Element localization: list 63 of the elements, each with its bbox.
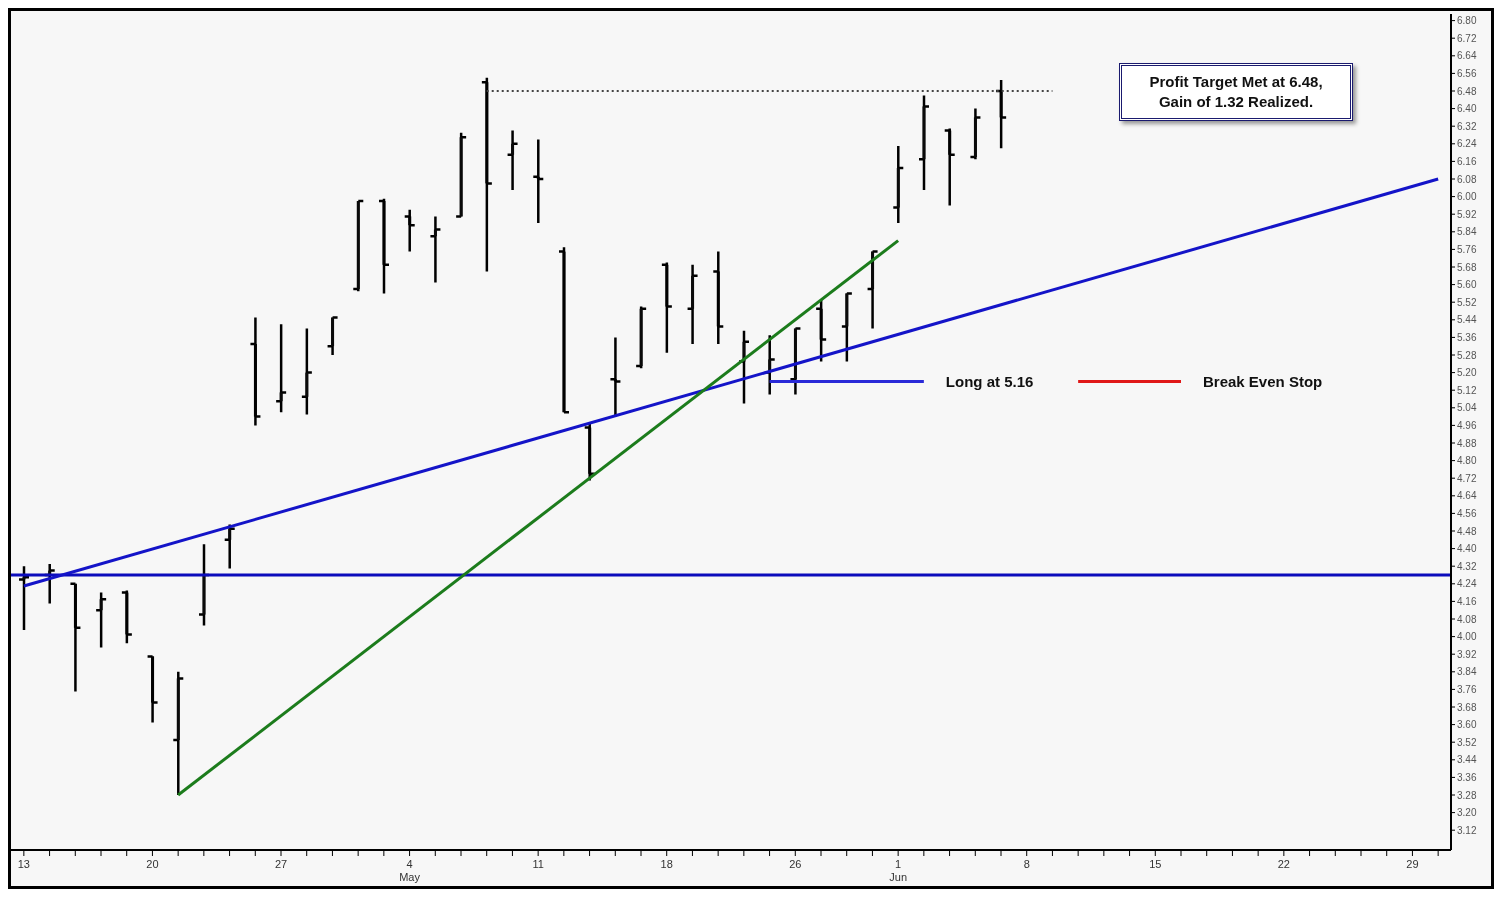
y-tick-label: 4.64	[1457, 490, 1477, 502]
x-tick-label: 18	[660, 858, 673, 870]
y-tick-label: 3.52	[1457, 736, 1477, 748]
y-tick-label: 3.92	[1457, 648, 1477, 660]
y-tick-label: 5.44	[1457, 314, 1477, 326]
y-tick-label: 4.72	[1457, 472, 1477, 484]
y-tick-label: 6.64	[1457, 50, 1477, 62]
y-tick-label: 4.00	[1457, 631, 1477, 643]
y-tick-label: 3.36	[1457, 771, 1477, 783]
x-tick-label: 11	[532, 858, 544, 870]
annotation: Profit Target Met at 6.48, Gain of 1.32 Realized.	[1148, 72, 1324, 112]
y-tick-label: 5.36	[1457, 331, 1477, 343]
y-tick-label: 3.68	[1457, 701, 1477, 713]
y-tick-label: 6.08	[1457, 173, 1477, 185]
series-label: Break Even Stop	[1203, 372, 1323, 390]
y-tick-label: 4.16	[1457, 595, 1477, 607]
y-tick-label: 4.88	[1457, 437, 1477, 449]
x-tick-label: 4 May	[399, 858, 421, 883]
y-tick-label: 3.20	[1457, 807, 1477, 819]
y-tick-label: 6.72	[1457, 32, 1477, 44]
y-tick-label: 4.08	[1457, 613, 1477, 625]
x-tick-label: 22	[1277, 858, 1290, 870]
y-tick-label: 3.28	[1457, 789, 1477, 801]
x-tick-label: 13	[17, 858, 30, 870]
x-tick-label: 20	[146, 858, 159, 870]
y-tick-label: 6.32	[1457, 120, 1477, 132]
y-tick-label: 3.84	[1457, 666, 1477, 678]
y-tick-label: 3.60	[1457, 719, 1477, 731]
y-tick-label: 5.60	[1457, 279, 1477, 291]
y-tick-label: 5.68	[1457, 261, 1477, 273]
y-tick-label: 6.56	[1457, 67, 1477, 79]
x-tick-label: 8	[1023, 858, 1030, 870]
y-tick-label: 6.48	[1457, 85, 1477, 97]
y-tick-label: 5.76	[1457, 243, 1477, 255]
y-tick-label: 6.16	[1457, 155, 1477, 167]
y-tick-label: 4.80	[1457, 455, 1477, 467]
y-tick-label: 5.20	[1457, 367, 1477, 379]
x-tick-label: 1 Jun	[889, 858, 908, 883]
y-tick-label: 5.52	[1457, 296, 1477, 308]
y-tick-label: 3.44	[1457, 754, 1477, 766]
x-tick-label: 15	[1149, 858, 1162, 870]
y-tick-label: 4.96	[1457, 419, 1477, 431]
y-tick-label: 4.40	[1457, 543, 1477, 555]
y-tick-label: 4.24	[1457, 578, 1477, 590]
y-tick-label: 6.80	[1457, 15, 1477, 27]
y-tick-label: 3.76	[1457, 683, 1477, 695]
y-tick-label: 6.40	[1457, 103, 1477, 115]
y-tick-label: 4.56	[1457, 507, 1477, 519]
y-tick-label: 5.92	[1457, 208, 1477, 220]
callout-box: Profit Target Met at 6.48, Gain of 1.32 Realized.	[1119, 63, 1353, 121]
y-tick-label: 4.32	[1457, 560, 1477, 572]
y-tick-label: 6.24	[1457, 138, 1477, 150]
y-tick-label: 3.12	[1457, 824, 1477, 836]
y-tick-label: 6.00	[1457, 191, 1477, 203]
x-tick-label: 26	[789, 858, 802, 870]
y-tick-label: 4.48	[1457, 525, 1477, 537]
y-tick-label: 5.28	[1457, 349, 1477, 361]
x-tick-label: 29	[1406, 858, 1419, 870]
y-tick-label: 5.04	[1457, 402, 1477, 414]
y-tick-label: 5.12	[1457, 384, 1477, 396]
y-tick-label: 5.84	[1457, 226, 1477, 238]
series-label: Long at 5.16	[945, 372, 1034, 390]
x-tick-label: 27	[274, 858, 288, 870]
